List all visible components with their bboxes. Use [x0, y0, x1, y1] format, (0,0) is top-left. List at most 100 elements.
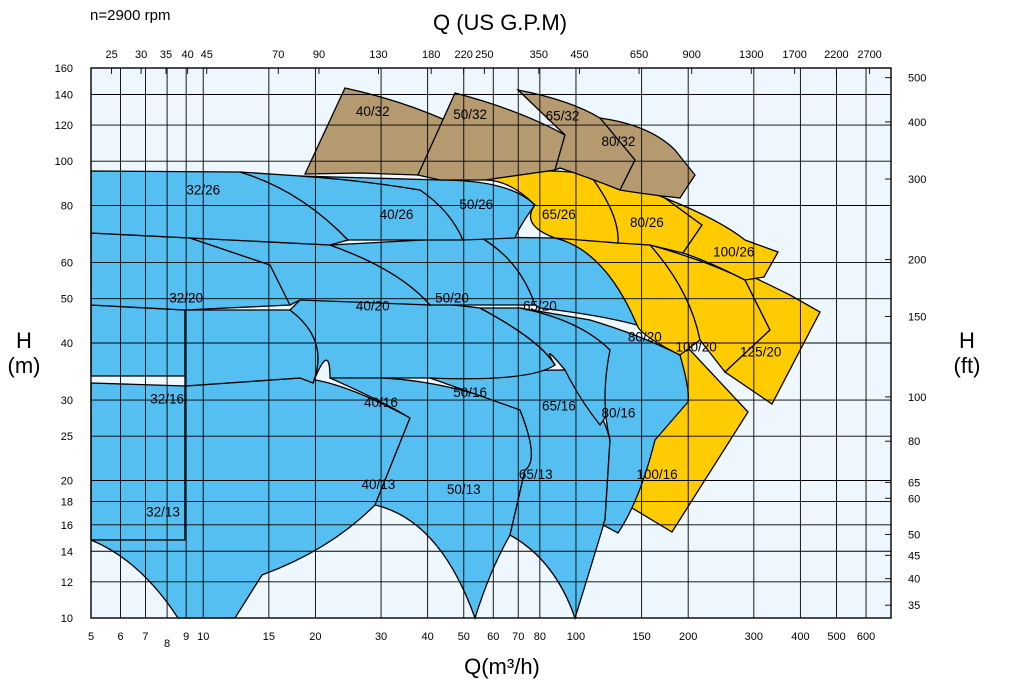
y2-tick-label: 80 [908, 436, 920, 448]
y-tick-label: 40 [61, 338, 73, 350]
region-label-65-16: 65/16 [542, 398, 576, 413]
region-label-32-16: 32/16 [150, 392, 184, 407]
x2-tick-label: 90 [313, 49, 325, 61]
region-label-125-20: 125/20 [740, 345, 781, 360]
y2-tick-label: 200 [908, 254, 926, 266]
region-50-26 [299, 175, 536, 241]
x2-tick-label: 180 [422, 49, 440, 61]
region-label-80-20: 80/20 [628, 330, 662, 345]
plot-frame [90, 67, 892, 619]
x2-tick-label: 70 [272, 49, 284, 61]
region-label-40-13: 40/13 [361, 477, 395, 492]
x2-tick-label: 220 [454, 49, 472, 61]
region-65-13 [429, 369, 611, 621]
y2-axis-title: H [959, 328, 975, 353]
region-label-32-20: 32/20 [169, 290, 203, 305]
y-tick-label: 25 [61, 431, 73, 443]
x-tick-label: 20 [309, 631, 321, 643]
y-tick-label: 14 [61, 546, 73, 558]
x2-tick-label: 40 [182, 49, 194, 61]
y2-tick-label: 400 [908, 117, 926, 129]
region-label-40-20: 40/20 [356, 298, 390, 313]
y2-tick-label: 500 [908, 73, 926, 85]
y-tick-label: 10 [61, 613, 73, 625]
y2-tick-label: 60 [908, 493, 920, 505]
y-tick-label: 18 [61, 496, 73, 508]
y-tick-label: 30 [61, 395, 73, 407]
region-label-40-26: 40/26 [380, 207, 414, 222]
region-label-100-20: 100/20 [675, 340, 716, 355]
x-tick-label: 80 [534, 631, 546, 643]
y-axis-unit: (m) [8, 353, 41, 378]
y-tick-label: 100 [55, 156, 73, 168]
x2-axis-title: Q (US G.P.M) [433, 10, 567, 35]
x-tick-label: 200 [679, 631, 697, 643]
region-100-26 [664, 197, 779, 281]
x-tick-label: 600 [857, 631, 875, 643]
x-tick-label: 300 [745, 631, 763, 643]
x2-tick-label: 2200 [824, 49, 848, 61]
y2-tick-label: 150 [908, 311, 926, 323]
y2-tick-label: 50 [908, 529, 920, 541]
region-label-50-16: 50/16 [453, 385, 487, 400]
x-tick-label: 70 [512, 631, 524, 643]
y-tick-label: 60 [61, 258, 73, 270]
region-label-32-13: 32/13 [146, 504, 180, 519]
y2-tick-label: 300 [908, 174, 926, 186]
x2-tick-label: 25 [105, 49, 117, 61]
x-axis-title: Q(m³/h) [464, 654, 540, 679]
region-label-50-13: 50/13 [447, 482, 481, 497]
x2-tick-label: 45 [201, 49, 213, 61]
x-tick-label: 100 [567, 631, 585, 643]
region-40-13 [90, 377, 411, 619]
region-label-40-32: 40/32 [356, 104, 390, 119]
pump-region-labels: 32/13 40/13 50/13 65/13 100/16 32/16 40/16 50/1… [146, 104, 781, 519]
y2-tick-label: 45 [908, 550, 920, 562]
y2-tick-label: 100 [908, 392, 926, 404]
y-axis-title: H [16, 328, 32, 353]
region-label-50-32: 50/32 [453, 107, 487, 122]
region-32-16 [90, 304, 186, 377]
x-tick-label: 9 [183, 631, 189, 643]
grid-lines [90, 67, 891, 619]
y2-tick-label: 35 [908, 600, 920, 612]
x-tick-label: 50 [458, 631, 470, 643]
pump-regions [90, 87, 821, 621]
y2-tick-label: 40 [908, 574, 920, 586]
y-tick-label: 16 [61, 520, 73, 532]
y-tick-label: 80 [61, 201, 73, 213]
region-label-65-20: 65/20 [523, 298, 557, 313]
y-tick-label: 20 [61, 476, 73, 488]
y-tick-label: 160 [55, 63, 73, 75]
y-tick-label: 140 [55, 89, 73, 101]
y-tick-label: 50 [61, 294, 73, 306]
y-tick-label: 12 [61, 577, 73, 589]
region-label-40-16: 40/16 [364, 395, 398, 410]
x2-tick-label: 1300 [739, 49, 763, 61]
x-tick-label: 40 [422, 631, 434, 643]
rpm-annotation: n=2900 rpm [90, 7, 170, 24]
x-tick-label: 400 [791, 631, 809, 643]
x2-tick-label: 650 [630, 49, 648, 61]
region-label-65-32: 65/32 [546, 109, 580, 124]
x-tick-label: 15 [263, 631, 275, 643]
region-label-65-26: 65/26 [542, 207, 576, 222]
x2-tick-label: 450 [570, 49, 588, 61]
x-tick-label: 8 [164, 638, 170, 650]
y2-tick-label: 65 [908, 477, 920, 489]
x-tick-label: 30 [375, 631, 387, 643]
region-label-80-32: 80/32 [602, 134, 636, 149]
x-tick-label: 6 [117, 631, 123, 643]
region-label-80-26: 80/26 [630, 215, 664, 230]
region-40-16 [184, 309, 319, 387]
x-tick-label: 7 [142, 631, 148, 643]
region-label-80-16: 80/16 [602, 405, 636, 420]
y2-axis-unit: (ft) [954, 353, 981, 378]
x2-tick-label: 250 [475, 49, 493, 61]
x2-tick-label: 30 [135, 49, 147, 61]
axes: 5 6 7 8 9 10 15 20 30 40 50 60 70 80 100 150 200 300 400 50… [55, 49, 927, 650]
x2-tick-label: 900 [683, 49, 701, 61]
region-label-100-16: 100/16 [636, 467, 677, 482]
x-tick-label: 5 [88, 631, 94, 643]
